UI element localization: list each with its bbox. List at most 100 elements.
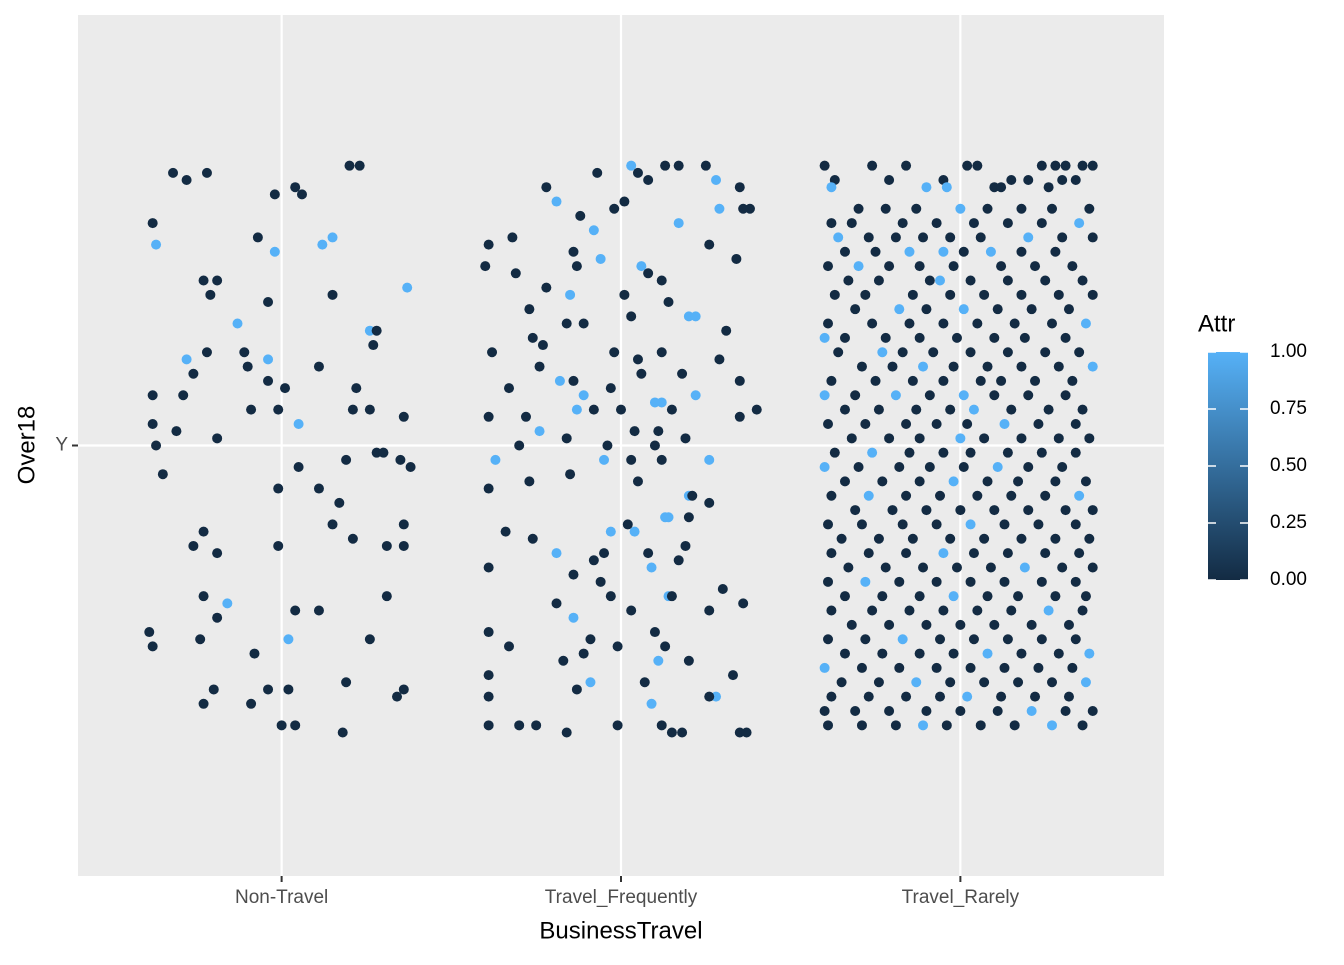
point xyxy=(1047,203,1058,214)
point xyxy=(666,727,677,738)
point xyxy=(398,684,409,695)
point xyxy=(337,727,348,738)
point xyxy=(982,591,993,602)
point xyxy=(1057,562,1068,573)
point xyxy=(921,619,932,630)
point xyxy=(979,533,990,544)
point xyxy=(1002,634,1013,645)
point xyxy=(1023,462,1034,473)
legend-label: 0.75 xyxy=(1270,398,1307,419)
point xyxy=(378,447,389,458)
point xyxy=(558,655,569,666)
point xyxy=(646,562,657,573)
point xyxy=(168,167,179,178)
point xyxy=(717,584,728,594)
point xyxy=(907,375,918,386)
point xyxy=(599,454,610,465)
point xyxy=(826,182,837,193)
point xyxy=(846,218,857,229)
point xyxy=(958,390,969,401)
point xyxy=(283,634,294,645)
point xyxy=(873,677,884,688)
point xyxy=(1043,605,1054,616)
point xyxy=(823,634,834,645)
point xyxy=(1053,433,1064,444)
point xyxy=(1033,662,1044,673)
point xyxy=(1040,548,1051,559)
point xyxy=(843,275,854,286)
point xyxy=(958,246,969,257)
point xyxy=(955,433,966,444)
point xyxy=(1016,203,1027,214)
point xyxy=(649,627,660,638)
point xyxy=(968,634,979,645)
point xyxy=(151,239,162,250)
point xyxy=(622,519,633,530)
point xyxy=(979,289,990,300)
point xyxy=(605,591,616,602)
point xyxy=(911,677,922,688)
point xyxy=(1002,548,1013,559)
point xyxy=(588,404,599,415)
point xyxy=(198,526,209,537)
point xyxy=(561,727,572,738)
point xyxy=(850,304,861,315)
point xyxy=(1047,318,1058,329)
point xyxy=(931,418,942,429)
point xyxy=(887,505,898,516)
point xyxy=(972,318,983,329)
y-tick-label: Y xyxy=(55,435,68,456)
point xyxy=(1047,720,1058,731)
point xyxy=(918,232,929,243)
point xyxy=(856,519,867,530)
x-tick-label: Non-Travel xyxy=(235,887,328,908)
point xyxy=(344,160,355,171)
point xyxy=(144,627,155,638)
point xyxy=(1006,605,1017,616)
point xyxy=(232,318,243,329)
point xyxy=(962,160,973,171)
point xyxy=(985,246,996,257)
point xyxy=(853,462,864,473)
point xyxy=(982,476,993,487)
point xyxy=(483,691,494,702)
point xyxy=(714,354,725,365)
point xyxy=(1084,648,1095,659)
point xyxy=(704,454,715,465)
point xyxy=(1084,433,1095,444)
point xyxy=(884,705,895,716)
point xyxy=(269,189,280,200)
legend-label: 0.25 xyxy=(1270,512,1307,533)
point xyxy=(520,411,531,422)
point xyxy=(629,526,640,537)
point xyxy=(609,203,620,214)
point xyxy=(819,160,830,171)
point xyxy=(151,440,162,451)
point xyxy=(327,232,338,243)
point xyxy=(996,691,1007,702)
point xyxy=(263,297,274,307)
point xyxy=(867,447,878,458)
point xyxy=(853,203,864,214)
point xyxy=(880,203,891,214)
point xyxy=(992,304,1003,315)
point xyxy=(1060,332,1071,343)
point xyxy=(907,533,918,544)
point xyxy=(483,720,494,731)
point xyxy=(968,404,979,415)
point xyxy=(551,196,562,207)
point xyxy=(483,670,494,681)
point xyxy=(249,648,260,659)
point xyxy=(989,390,1000,401)
point xyxy=(721,325,732,336)
point xyxy=(612,720,623,731)
point xyxy=(901,160,912,171)
point xyxy=(571,684,582,695)
point xyxy=(504,641,515,652)
point xyxy=(955,203,966,214)
point xyxy=(897,634,908,645)
point xyxy=(734,411,745,422)
point xyxy=(147,641,158,652)
point xyxy=(1047,677,1058,688)
